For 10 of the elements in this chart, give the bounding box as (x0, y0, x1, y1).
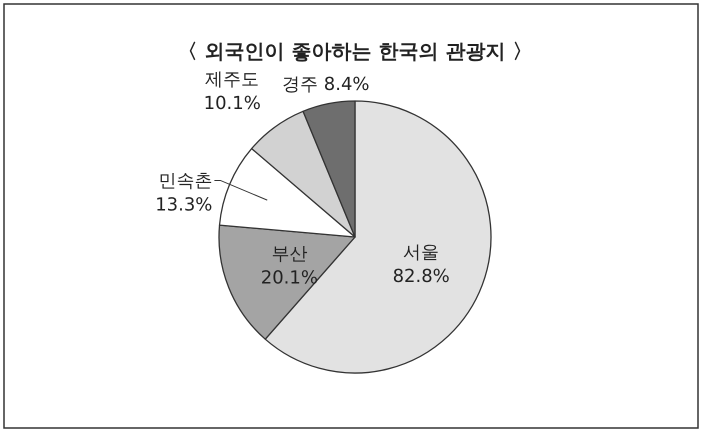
slice-label: 민속촌 (158, 170, 212, 192)
slice-label: 제주도 (205, 69, 260, 90)
data-label: 13.3% (155, 194, 212, 216)
data-label: 10.1% (204, 93, 261, 114)
slice-label: 부산 (271, 243, 308, 264)
slice-label: 서울 (403, 242, 440, 263)
data-label: 82.8% (392, 266, 450, 287)
slice-label: 경주 8.4% (282, 74, 370, 95)
chart-title: 〈 외국인이 좋아하는 한국의 관광지 〉 (178, 39, 532, 63)
data-label: 20.1% (260, 267, 318, 288)
